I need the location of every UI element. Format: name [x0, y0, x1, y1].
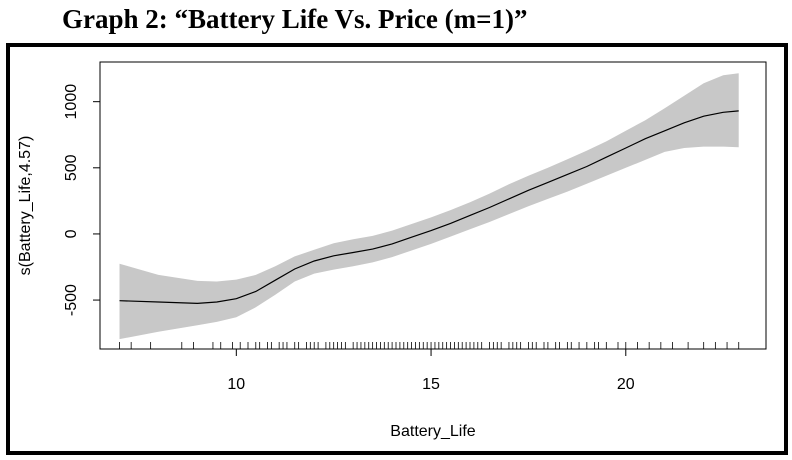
x-tick-label: 10: [227, 376, 245, 393]
page-title: Graph 2: “Battery Life Vs. Price (m=1)”: [62, 4, 528, 34]
y-tick-label: 0: [63, 229, 80, 238]
fitted-smooth-line: [119, 110, 739, 305]
y-tick-label: -500: [63, 284, 80, 316]
x-axis-label: Battery_Life: [390, 423, 475, 440]
x-axis: 10 15 20: [227, 348, 635, 393]
x-tick-label: 15: [422, 376, 440, 393]
y-tick-label: 500: [63, 154, 80, 181]
y-tick-label: 1000: [63, 84, 80, 120]
rug-layer: [119, 342, 740, 349]
chart-svg: 10 15 20 -500 0 500 1000 Battery_Life s(Batte…: [17, 61, 767, 440]
chart-frame: 10 15 20 -500 0 500 1000 Battery_Life s(Batte…: [6, 43, 788, 455]
y-axis: -500 0 500 1000: [63, 84, 101, 316]
y-axis-label: s(Battery_Life,4.57): [17, 136, 34, 276]
x-tick-label: 20: [617, 376, 635, 393]
confidence-band-layer: [119, 73, 739, 340]
confidence-band: [119, 73, 739, 340]
fitted-line-layer: [119, 110, 739, 305]
